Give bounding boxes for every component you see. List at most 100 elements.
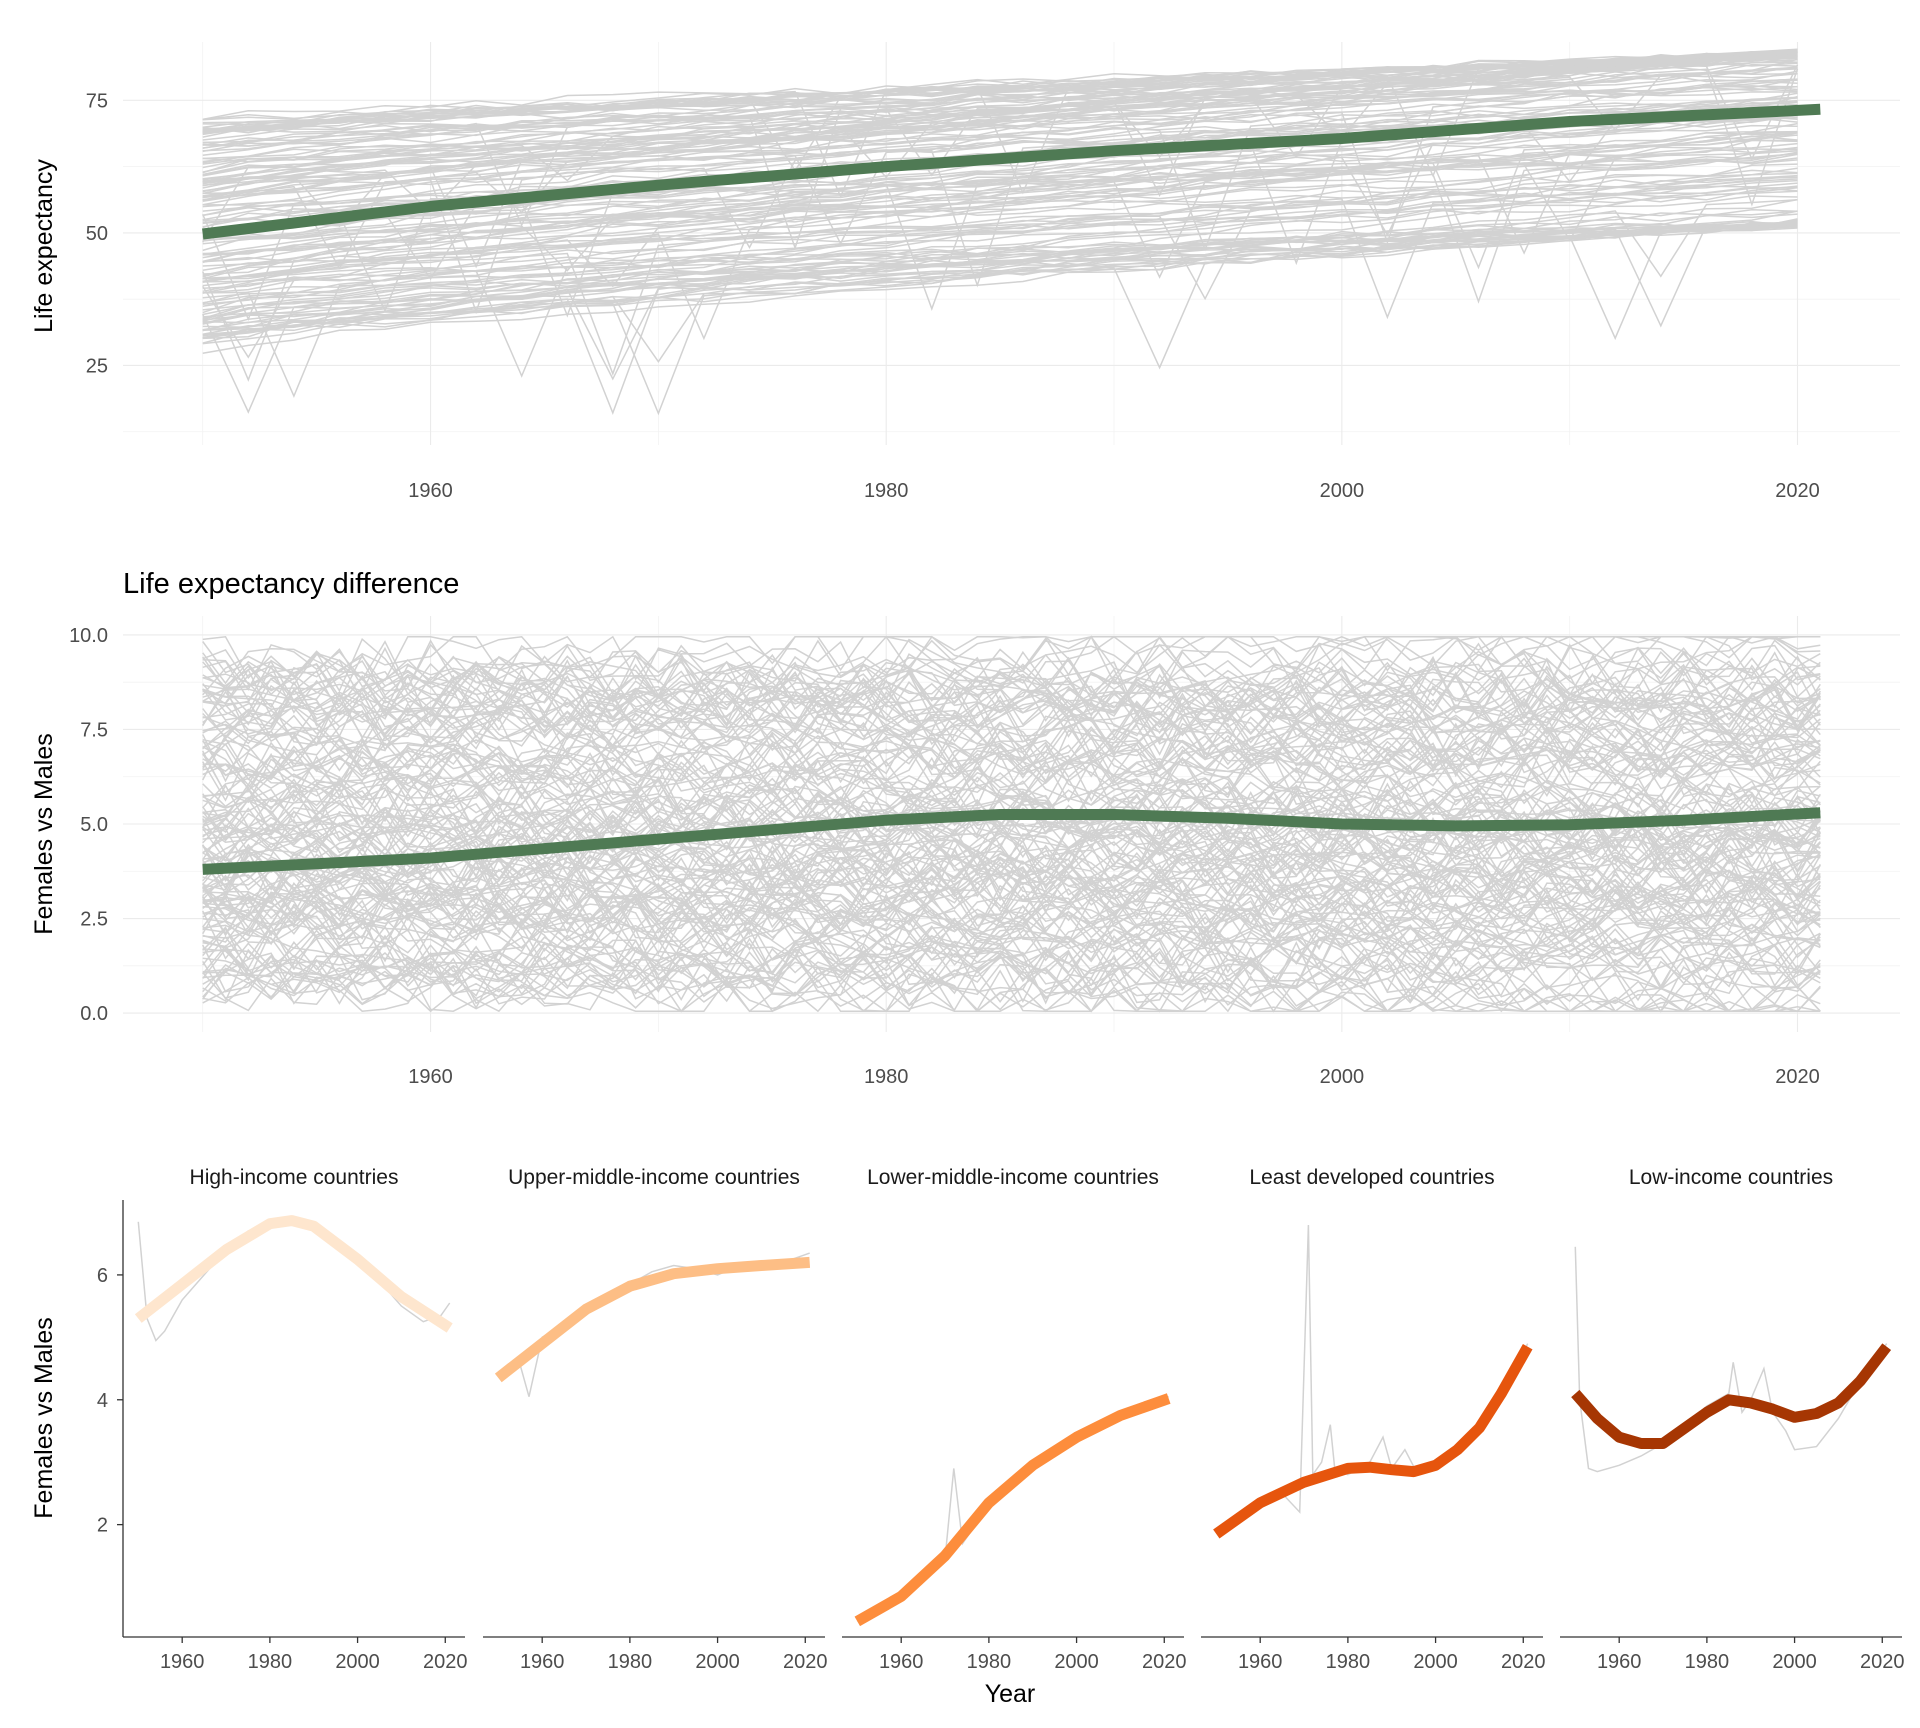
x-tick-label: 2020 bbox=[1775, 480, 1820, 502]
country-line bbox=[202, 653, 1821, 736]
country-line bbox=[202, 101, 1798, 201]
country-line bbox=[202, 89, 1798, 135]
country-line bbox=[202, 690, 1821, 779]
y-tick-label: 2.5 bbox=[80, 909, 108, 931]
country-line bbox=[202, 926, 1821, 988]
country-line bbox=[202, 851, 1821, 933]
facet-lower-middle-income: Lower-middle-income countries 1960 1980 20… bbox=[842, 1166, 1187, 1673]
x-tick-label: 2000 bbox=[1320, 1066, 1365, 1088]
country-line bbox=[202, 153, 1798, 332]
country-line bbox=[202, 864, 1821, 940]
x-tick-label: 1980 bbox=[967, 1651, 1012, 1673]
country-line bbox=[202, 132, 1798, 241]
facet-label: Least developed countries bbox=[1249, 1166, 1494, 1189]
country-line bbox=[202, 175, 1798, 304]
country-line bbox=[202, 741, 1821, 822]
chart2-title: Life expectancy difference bbox=[123, 568, 459, 600]
country-line bbox=[202, 131, 1798, 263]
country-line bbox=[202, 875, 1821, 931]
x-tick-label: 1960 bbox=[1238, 1651, 1283, 1673]
smoothed-trend-line bbox=[1213, 1343, 1533, 1539]
country-line bbox=[202, 814, 1821, 882]
country-line bbox=[202, 79, 1798, 182]
y-tick-label: 10.0 bbox=[69, 625, 108, 647]
country-line bbox=[202, 186, 1798, 320]
country-line bbox=[202, 883, 1821, 949]
y-tick-label: 25 bbox=[86, 355, 108, 377]
country-line bbox=[202, 52, 1798, 147]
country-line bbox=[202, 948, 1821, 1013]
country-line bbox=[202, 659, 1821, 721]
x-tick-label: 2000 bbox=[1054, 1651, 1099, 1673]
x-tick-label: 1960 bbox=[1597, 1651, 1642, 1673]
country-line bbox=[202, 142, 1798, 341]
country-line bbox=[202, 903, 1821, 985]
x-tick-label: 1960 bbox=[408, 480, 453, 502]
country-line bbox=[202, 660, 1821, 721]
country-line bbox=[202, 662, 1821, 731]
y-tick-label: 6 bbox=[97, 1265, 108, 1287]
y-tick-label: 75 bbox=[86, 90, 108, 112]
country-line bbox=[202, 910, 1821, 1012]
country-line bbox=[202, 954, 1821, 1013]
country-line bbox=[202, 53, 1798, 133]
x-tick-label: 2020 bbox=[1501, 1651, 1546, 1673]
y-tick-label: 7.5 bbox=[80, 719, 108, 741]
country-line bbox=[202, 222, 1798, 345]
country-line bbox=[202, 635, 1821, 704]
x-tick-label: 2020 bbox=[1142, 1651, 1187, 1673]
country-line bbox=[202, 178, 1798, 321]
country-line bbox=[202, 227, 1798, 355]
country-line bbox=[202, 55, 1798, 187]
facet-upper-middle-income: Upper-middle-income countries 1960 1980 20… bbox=[483, 1166, 828, 1673]
country-line bbox=[202, 73, 1798, 134]
country-line bbox=[202, 51, 1798, 199]
country-line bbox=[202, 112, 1798, 275]
chart2-y-axis-title: Females vs Males bbox=[30, 733, 58, 934]
country-line bbox=[202, 113, 1798, 237]
country-line bbox=[202, 884, 1821, 947]
country-line bbox=[202, 185, 1798, 335]
smoothed-trend-line bbox=[1571, 1343, 1892, 1449]
country-line bbox=[202, 721, 1821, 803]
chart3-y-ticks: 2 4 6 bbox=[97, 1265, 123, 1537]
country-line bbox=[202, 884, 1821, 935]
x-tick-label: 1980 bbox=[248, 1651, 293, 1673]
country-line bbox=[202, 221, 1798, 299]
country-line bbox=[202, 869, 1821, 931]
country-line bbox=[202, 55, 1798, 199]
smoothed-trend-line bbox=[134, 1215, 453, 1333]
country-line bbox=[202, 111, 1798, 293]
country-line bbox=[202, 900, 1821, 975]
facet-label: Low-income countries bbox=[1629, 1166, 1833, 1189]
facet-label: Upper-middle-income countries bbox=[508, 1166, 800, 1189]
country-line bbox=[202, 749, 1821, 806]
x-tick-label: 1960 bbox=[520, 1651, 565, 1673]
country-line bbox=[202, 208, 1798, 325]
chart2-y-ticks: 0.0 2.5 5.0 7.5 10.0 bbox=[69, 625, 108, 1025]
country-line bbox=[202, 702, 1821, 772]
x-tick-label: 2020 bbox=[423, 1651, 468, 1673]
x-tick-label: 1960 bbox=[879, 1651, 924, 1673]
x-tick-label: 1980 bbox=[1685, 1651, 1730, 1673]
country-line bbox=[202, 863, 1821, 923]
country-line bbox=[202, 223, 1798, 306]
facet-low-income: Low-income countries 1960 1980 2000 2020 bbox=[1560, 1166, 1905, 1673]
country-line bbox=[202, 868, 1821, 941]
y-tick-label: 50 bbox=[86, 223, 108, 245]
country-line bbox=[202, 676, 1821, 775]
raw-data-line bbox=[1574, 1246, 1888, 1473]
x-tick-label: 2000 bbox=[1413, 1651, 1458, 1673]
facet-high-income: High-income countries 1960 1980 2000 2020 bbox=[122, 1166, 468, 1673]
country-line bbox=[202, 908, 1821, 1005]
country-line bbox=[202, 172, 1798, 301]
country-line bbox=[202, 752, 1821, 822]
x-tick-label: 1980 bbox=[864, 480, 909, 502]
facet-least-developed: Least developed countries 1960 1980 2000 20… bbox=[1201, 1166, 1546, 1673]
country-line bbox=[202, 662, 1821, 756]
country-line bbox=[202, 781, 1821, 856]
x-tick-label: 1980 bbox=[864, 1066, 909, 1088]
life-expectancy-chart: 25 50 75 1960 1980 2000 2020 Life expect… bbox=[30, 42, 1900, 502]
country-line bbox=[202, 163, 1798, 320]
